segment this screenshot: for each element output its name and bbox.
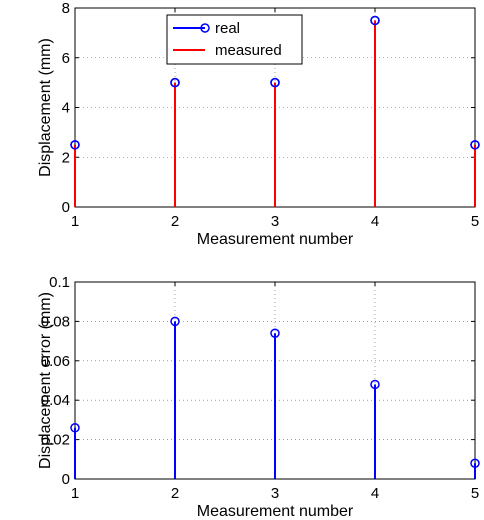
stem-marker [270,328,280,338]
legend-label: measured [215,42,282,59]
y-tick-label: 0 [62,471,70,488]
stem-marker [70,140,80,150]
y-tick-label: 0.08 [41,313,70,330]
y-tick-label: 4 [62,100,70,117]
y-tick-label: 6 [62,50,70,67]
x-tick-label: 4 [371,213,379,230]
y-tick-label: 0.06 [41,353,70,370]
y-tick-label: 0 [62,199,70,216]
y-axis-label: Displacement error (mm) [37,292,54,469]
stem-marker [470,458,480,468]
stem-marker [370,15,380,26]
displacement-chart: 1 2 3 4 5 0 2 4 6 8 Measurement number Displacement… [37,0,480,248]
stem-marker [270,77,280,88]
x-axis-label: Measurement number [197,231,354,248]
legend-marker [200,23,210,33]
stem-marker [470,140,480,150]
x-tick-label: 3 [271,485,279,502]
y-tick-label: 0.04 [41,392,70,409]
y-tick-label: 0.1 [49,274,70,291]
y-axis-label: Displacement (mm) [37,38,54,177]
displacement-error-chart: 1 2 3 4 5 0 0.02 0.04 0.06 0.08 0.1 Measurement num… [37,274,480,520]
x-tick-label: 1 [71,485,79,502]
y-tick-label: 8 [62,0,70,17]
y-tick-label: 2 [62,149,70,166]
x-tick-label: 1 [71,213,79,230]
x-tick-label: 5 [471,485,479,502]
stem-marker [170,77,180,88]
x-tick-label: 5 [471,213,479,230]
y-tick-label: 0.02 [41,432,70,449]
stem-marker [370,379,380,390]
legend-label: real [215,20,240,37]
x-tick-label: 2 [171,213,179,230]
stem-marker [170,316,180,327]
x-axis-label: Measurement number [197,503,354,520]
x-tick-label: 2 [171,485,179,502]
stem-marker [70,423,80,433]
legend-box [166,14,303,65]
x-tick-label: 3 [271,213,279,230]
x-tick-label: 4 [371,485,379,502]
